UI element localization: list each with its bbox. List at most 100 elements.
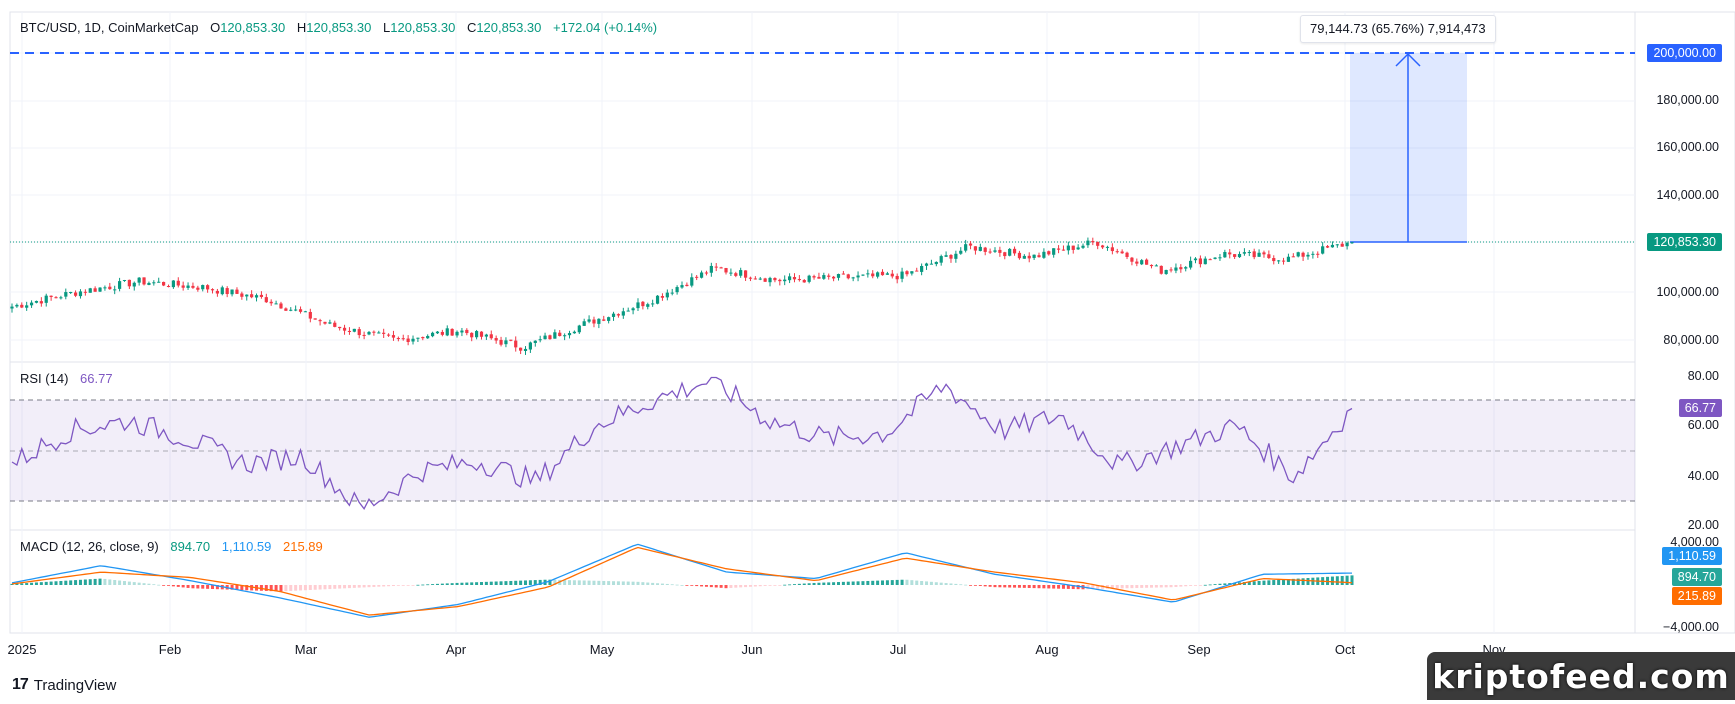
candle-body: [1115, 251, 1119, 253]
macd-histogram-bar: [1218, 583, 1222, 585]
candle-body: [269, 301, 273, 304]
macd-histogram-bar: [978, 585, 982, 586]
candle-body: [1164, 269, 1168, 275]
candle-body: [162, 281, 166, 286]
candle-body: [519, 347, 523, 351]
candle-body: [743, 270, 748, 278]
candle-body: [1056, 248, 1061, 250]
macd-histogram-bar: [357, 585, 361, 588]
macd-histogram-bar: [660, 583, 664, 585]
macd-histogram-bar: [910, 580, 914, 585]
time-axis-label: Mar: [295, 642, 318, 657]
candle-body: [171, 280, 175, 288]
macd-histogram-bar: [39, 582, 43, 585]
macd-histogram-bar: [983, 585, 987, 587]
tradingview-logo[interactable]: 17 TradingView: [12, 676, 116, 694]
candle-body: [1110, 247, 1114, 252]
candle-body: [1272, 258, 1276, 262]
symbol-title: BTC/USD, 1D, CoinMarketCap: [20, 20, 199, 35]
candle-body: [303, 311, 308, 313]
candle-body: [1032, 254, 1036, 258]
macd-histogram-bar: [122, 581, 126, 585]
macd-histogram-bar: [631, 581, 635, 585]
candle-body: [1233, 254, 1237, 257]
macd-histogram-bar: [352, 585, 356, 588]
candle-body: [308, 311, 312, 319]
macd-histogram-bar: [69, 580, 73, 585]
macd-histogram-bar: [1135, 585, 1139, 589]
symbol-legend[interactable]: BTC/USD, 1D, CoinMarketCap O120,853.30 H…: [20, 20, 659, 35]
macd-histogram-bar: [1257, 580, 1261, 585]
macd-histogram-bar: [328, 585, 332, 590]
macd-histogram-bar: [465, 582, 469, 585]
macd-histogram-bar: [920, 580, 924, 585]
candle-body: [1076, 247, 1080, 250]
pane-separators: [9, 11, 1735, 634]
candle-body: [1179, 267, 1183, 270]
time-axis[interactable]: 2025 Feb Mar Apr May Jun Jul Aug Sep Oct…: [8, 642, 1507, 657]
candle-body: [905, 271, 909, 275]
candle-body: [695, 276, 699, 278]
candle-body: [215, 290, 220, 294]
candle-body: [817, 276, 821, 279]
macd-histogram-bar: [1267, 580, 1271, 585]
macd-histogram-bar: [440, 583, 444, 585]
candle-body: [1350, 242, 1354, 244]
macd-histogram-bar: [1282, 579, 1286, 585]
macd-histogram-bar: [563, 580, 567, 585]
macd-histogram-bar: [1262, 580, 1266, 585]
macd-histogram-bar: [969, 585, 973, 586]
candle-body: [206, 285, 210, 290]
rsi-legend[interactable]: RSI (14) 66.77: [20, 371, 115, 386]
high-label: H: [296, 20, 307, 35]
candle-body: [871, 273, 875, 277]
candle-body: [230, 289, 234, 295]
candle-body: [1091, 241, 1095, 243]
candle-body: [1100, 245, 1105, 248]
candle-body: [83, 291, 87, 293]
measure-tool[interactable]: [10, 52, 1635, 243]
macd-axis-label: 4,000.00: [1670, 535, 1719, 549]
candle-body: [88, 288, 92, 293]
rsi-axis[interactable]: 80.00 60.00 40.00 20.00: [1688, 369, 1719, 532]
macd-axis[interactable]: 4,000.00 −4,000.00: [1663, 535, 1719, 634]
candle-body: [460, 330, 464, 333]
candle-body: [1081, 245, 1085, 248]
candle-body: [768, 277, 772, 283]
macd-histogram-bar: [245, 585, 249, 591]
macd-histogram-bar: [1149, 585, 1153, 588]
macd-histogram-bar: [10, 583, 14, 585]
candle-body: [626, 310, 630, 312]
macd-histogram-bar: [949, 583, 953, 585]
candle-body: [1281, 260, 1286, 262]
candle-body: [763, 278, 767, 282]
candle-body: [1022, 255, 1026, 259]
macd-legend[interactable]: MACD (12, 26, close, 9) 894.70 1,110.59 …: [20, 539, 325, 554]
price-axis[interactable]: 180,000.00 160,000.00 140,000.00 100,000…: [1656, 93, 1719, 347]
macd-histogram-bar: [788, 584, 792, 586]
candle-body: [602, 319, 606, 321]
macd-histogram-bar: [905, 579, 909, 585]
candle-body: [470, 332, 474, 338]
macd-histogram-bar: [445, 583, 449, 585]
candle-body: [450, 328, 454, 336]
macd-histogram-bar: [201, 585, 205, 589]
macd-histogram-bar: [1213, 584, 1217, 585]
macd-histogram-bar: [206, 585, 210, 589]
macd-histogram-bar: [1194, 585, 1198, 586]
candle-body: [558, 332, 562, 336]
macd-histogram-bar: [299, 585, 303, 591]
close-label: C: [466, 20, 477, 35]
macd-histogram-bar: [196, 585, 200, 589]
candle-body: [499, 339, 503, 345]
macd-histogram-bar: [607, 581, 611, 585]
macd-histogram-bar: [489, 581, 493, 585]
macd-histogram-bar: [1008, 585, 1012, 588]
rsi-axis-label: 20.00: [1688, 518, 1719, 532]
time-axis-label: Sep: [1187, 642, 1210, 657]
change-value: +172.04 (+0.14%): [553, 20, 658, 35]
candle-body: [973, 246, 978, 251]
candle-body: [64, 292, 68, 297]
